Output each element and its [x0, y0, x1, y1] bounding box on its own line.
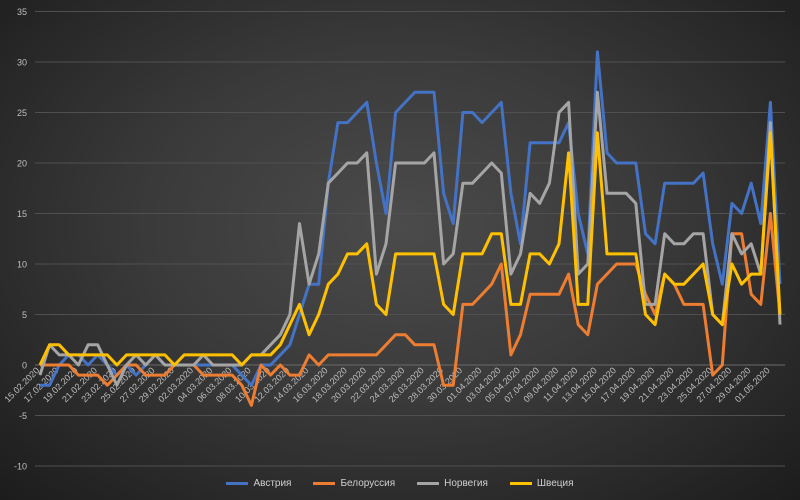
y-tick-label: 30 — [17, 58, 27, 68]
y-tick-label: 25 — [17, 108, 27, 118]
legend-swatch — [226, 482, 249, 485]
y-axis-ticks: -10 -5 0 5 10 15 20 25 30 35 — [14, 7, 27, 472]
legend-label: Норвегия — [444, 478, 488, 489]
y-tick-label: -10 — [14, 462, 27, 472]
legend-label: Австрия — [253, 478, 292, 489]
legend-item-sweden: Швеция — [509, 478, 574, 489]
series-line-2 — [38, 90, 782, 387]
legend-swatch — [417, 482, 440, 485]
legend-item-belarus: Белоруссия — [313, 478, 395, 489]
series-line-1 — [40, 212, 782, 407]
legend-label: Швеция — [536, 478, 574, 489]
y-tick-label: -5 — [19, 411, 27, 421]
legend: Австрия Белоруссия Норвегия Швеция — [0, 478, 800, 489]
series-line-3 — [38, 131, 782, 367]
y-tick-label: 20 — [17, 159, 27, 169]
y-tick-label: 5 — [22, 310, 27, 320]
y-tick-label: 15 — [17, 209, 27, 219]
gridlines — [35, 11, 785, 467]
y-tick-label: 0 — [22, 361, 27, 371]
series-lines — [38, 50, 782, 407]
legend-label: Белоруссия — [340, 478, 396, 489]
legend-item-norway: Норвегия — [417, 478, 488, 489]
y-tick-label: 10 — [17, 260, 27, 270]
legend-item-austria: Австрия — [226, 478, 291, 489]
legend-swatch — [313, 482, 336, 485]
series-line-0 — [40, 50, 782, 387]
legend-swatch — [509, 482, 532, 485]
y-tick-label: 35 — [17, 7, 27, 17]
